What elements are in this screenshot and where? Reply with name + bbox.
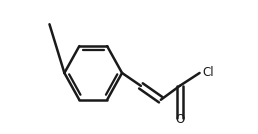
Text: O: O xyxy=(175,113,184,126)
Text: Cl: Cl xyxy=(202,66,214,79)
